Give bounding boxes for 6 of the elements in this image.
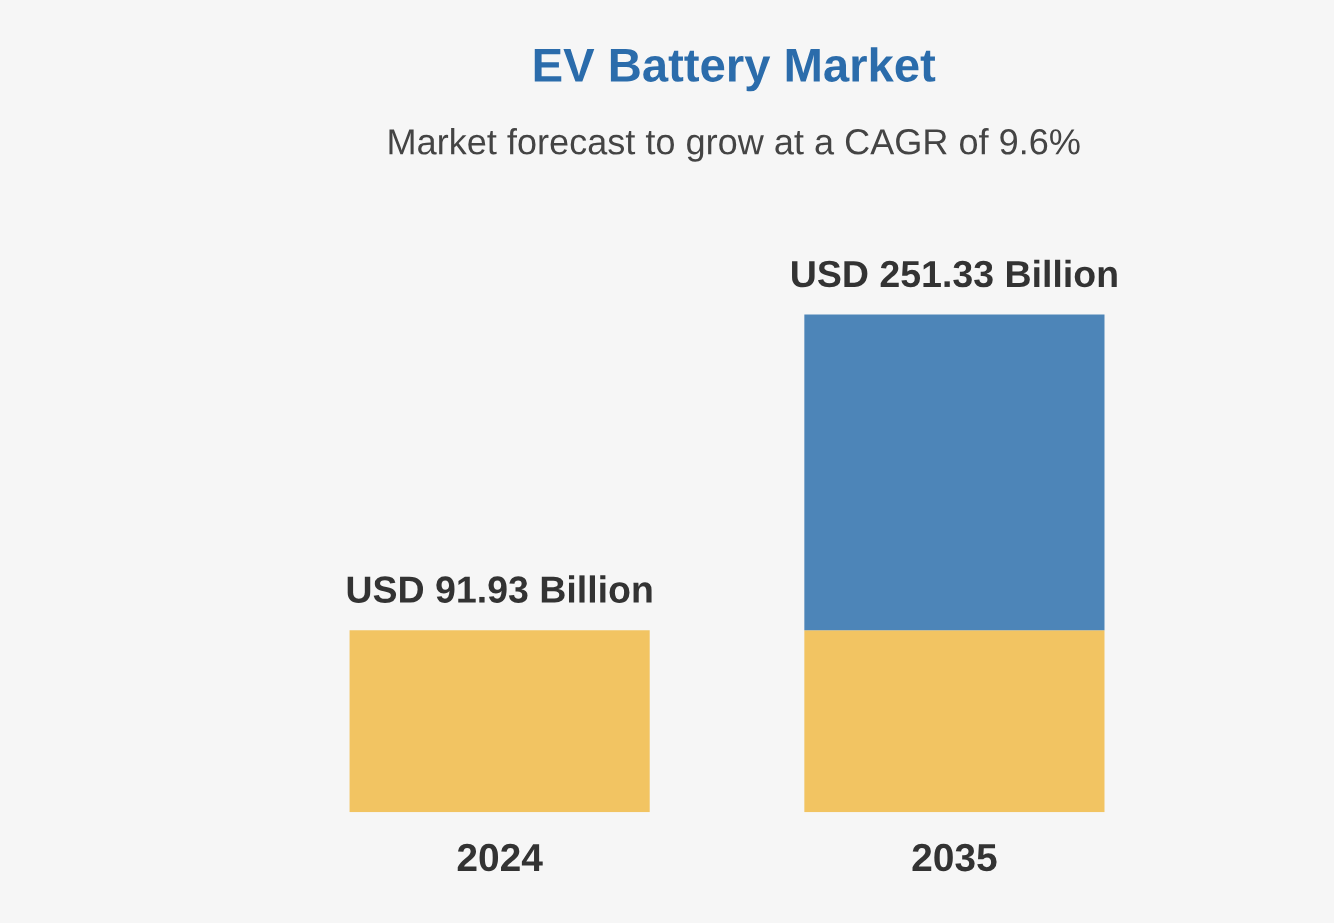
x-tick-label: 2024	[457, 843, 543, 872]
total-label: USD 251.33 Billion	[792, 259, 1117, 288]
data-label: USD 91.93 Billion	[347, 575, 652, 603]
chart-subtitle: Market forecast to grow at a CAGR of 9.6%	[389, 128, 1080, 162]
x-tick-label: 2035	[912, 843, 997, 872]
chart-title: EV Battery Market	[534, 47, 936, 92]
